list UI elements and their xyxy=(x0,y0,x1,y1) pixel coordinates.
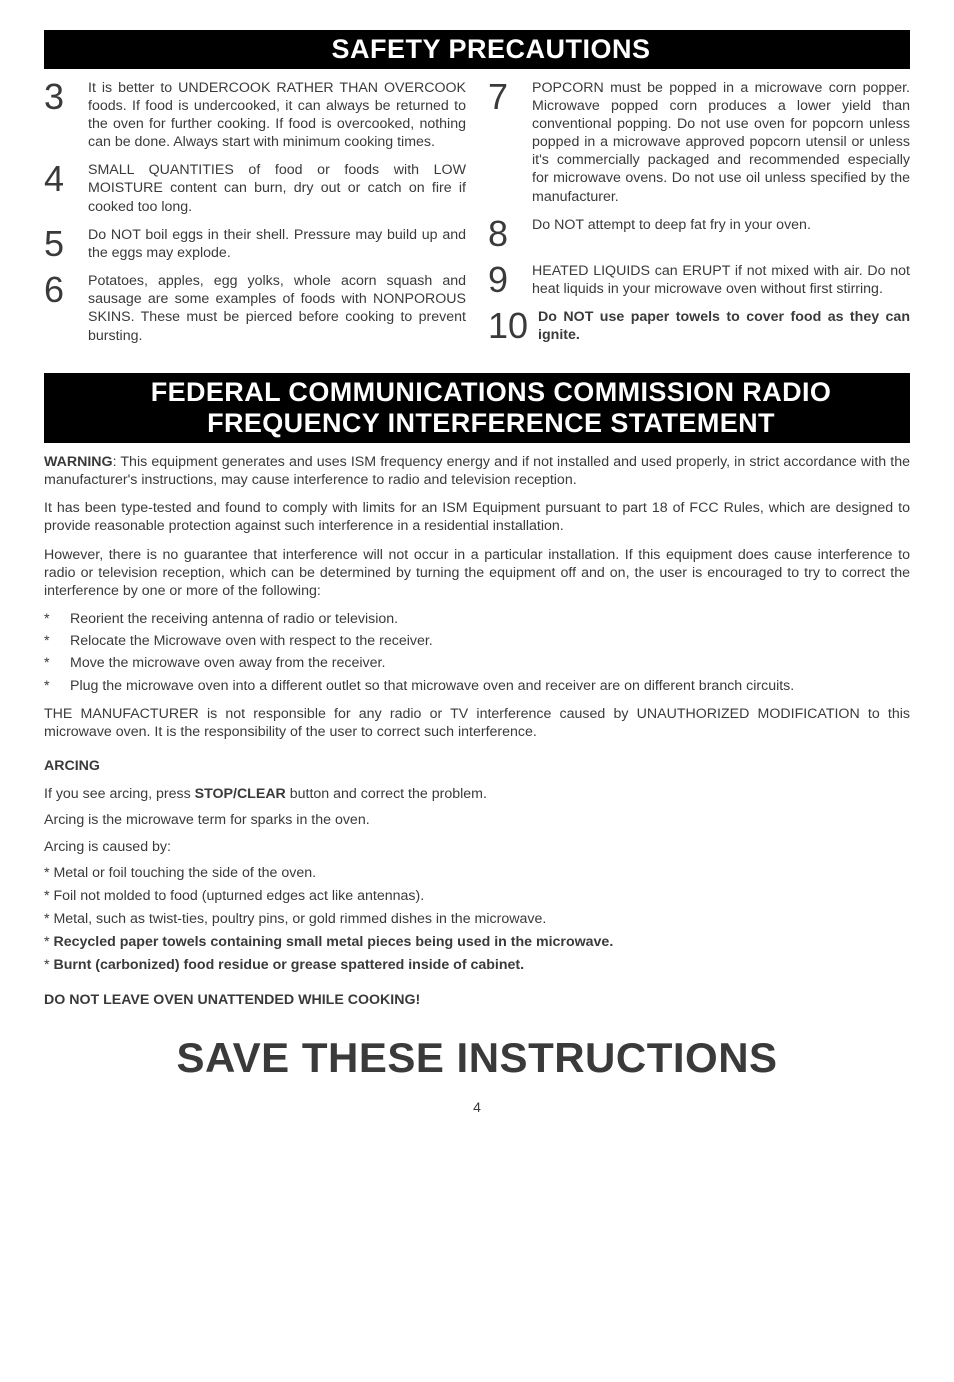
body-6: Potatoes, apples, egg yolks, whole acorn… xyxy=(88,272,466,345)
safety-columns: 3 It is better to UNDERCOOK RATHER THAN … xyxy=(44,79,910,355)
arcing-star-3: * Metal, such as twist-ties, poultry pin… xyxy=(44,910,910,928)
item-8: 8 Do NOT attempt to deep fat fry in your… xyxy=(488,216,910,252)
fcc-bullet-4-text: Plug the microwave oven into a different… xyxy=(70,677,794,695)
fcc-bullet-4: * Plug the microwave oven into a differen… xyxy=(44,677,910,695)
arcing-stars: * Metal or foil touching the side of the… xyxy=(44,864,910,975)
arcing-star-4: * Recycled paper towels containing small… xyxy=(44,933,910,951)
arcing-l3: Arcing is caused by: xyxy=(44,838,910,856)
fcc-bullets: * Reorient the receiving antenna of radio… xyxy=(44,610,910,695)
fcc-bullet-3-text: Move the microwave oven away from the re… xyxy=(70,654,385,672)
fcc-bullet-3: * Move the microwave oven away from the r… xyxy=(44,654,910,672)
num-3: 3 xyxy=(44,79,78,115)
arcing-star-4-bold: Recycled paper towels containing small m… xyxy=(53,934,613,950)
item-6: 6 Potatoes, apples, egg yolks, whole aco… xyxy=(44,272,466,345)
banner2-left-strip xyxy=(44,373,72,443)
arcing-star-2: * Foil not molded to food (upturned edge… xyxy=(44,887,910,905)
num-10: 10 xyxy=(488,308,528,344)
num-6: 6 xyxy=(44,272,78,308)
num-4: 4 xyxy=(44,161,78,197)
fcc-bullet-1-text: Reorient the receiving antenna of radio … xyxy=(70,610,398,628)
body-9: HEATED LIQUIDS can ERUPT if not mixed wi… xyxy=(532,262,910,298)
body-8: Do NOT attempt to deep fat fry in your o… xyxy=(532,216,910,234)
arcing-star-5: * Burnt (carbonized) food residue or gre… xyxy=(44,956,910,974)
fcc-bullet-1: * Reorient the receiving antenna of radio… xyxy=(44,610,910,628)
item-3: 3 It is better to UNDERCOOK RATHER THAN … xyxy=(44,79,466,152)
body-10: Do NOT use paper towels to cover food as… xyxy=(538,308,910,344)
fcc-banner-title: FEDERAL COMMUNICATIONS COMMISSION RADIO … xyxy=(72,373,910,443)
arcing-heading: ARCING xyxy=(44,757,910,775)
arcing-star-1: * Metal or foil touching the side of the… xyxy=(44,864,910,882)
body-3: It is better to UNDERCOOK RATHER THAN OV… xyxy=(88,79,466,152)
body-5: Do NOT boil eggs in their shell. Pressur… xyxy=(88,226,466,262)
item-9: 9 HEATED LIQUIDS can ERUPT if not mixed … xyxy=(488,262,910,298)
arcing-l1-pre: If you see arcing, press xyxy=(44,786,195,802)
fcc-warning-rest: : This equipment generates and uses ISM … xyxy=(44,454,910,488)
body-10-bold: Do NOT use paper towels to cover food as… xyxy=(538,309,910,343)
fcc-warning-label: WARNING xyxy=(44,454,113,470)
num-9: 9 xyxy=(488,262,522,298)
arcing-l2: Arcing is the microwave term for sparks … xyxy=(44,811,910,829)
fcc-banner-line2: FREQUENCY INTERFERENCE STATEMENT xyxy=(207,408,775,438)
star-icon: * xyxy=(44,654,54,672)
fcc-bullet-2-text: Relocate the Microwave oven with respect… xyxy=(70,632,433,650)
fcc-p2: It has been type-tested and found to com… xyxy=(44,499,910,535)
safety-banner: SAFETY PRECAUTIONS xyxy=(44,30,910,69)
arcing-star-5-bold: Burnt (carbonized) food residue or greas… xyxy=(53,957,524,973)
banner-left-strip xyxy=(44,30,72,69)
save-instructions: SAVE THESE INSTRUCTIONS xyxy=(44,1031,910,1085)
right-column: 7 POPCORN must be popped in a microwave … xyxy=(488,79,910,355)
star-icon: * xyxy=(44,677,54,695)
item-4: 4 SMALL QUANTITIES of food or foods with… xyxy=(44,161,466,216)
fcc-warning: WARNING: This equipment generates and us… xyxy=(44,453,910,489)
num-5: 5 xyxy=(44,226,78,262)
item-5: 5 Do NOT boil eggs in their shell. Press… xyxy=(44,226,466,262)
item-10: 10 Do NOT use paper towels to cover food… xyxy=(488,308,910,344)
body-4: SMALL QUANTITIES of food or foods with L… xyxy=(88,161,466,216)
star-icon: * xyxy=(44,610,54,628)
num-8: 8 xyxy=(488,216,522,252)
arcing-l1-bold: STOP/CLEAR xyxy=(195,786,286,802)
fcc-p4: THE MANUFACTURER is not responsible for … xyxy=(44,705,910,741)
item-7: 7 POPCORN must be popped in a microwave … xyxy=(488,79,910,206)
left-column: 3 It is better to UNDERCOOK RATHER THAN … xyxy=(44,79,466,355)
star-icon: * xyxy=(44,632,54,650)
arcing-l1-post: button and correct the problem. xyxy=(286,786,487,802)
fcc-banner-line1: FEDERAL COMMUNICATIONS COMMISSION RADIO xyxy=(151,377,832,407)
body-7: POPCORN must be popped in a microwave co… xyxy=(532,79,910,206)
safety-banner-title: SAFETY PRECAUTIONS xyxy=(72,30,910,69)
fcc-banner: FEDERAL COMMUNICATIONS COMMISSION RADIO … xyxy=(44,373,910,443)
fcc-p3: However, there is no guarantee that inte… xyxy=(44,546,910,601)
num-7: 7 xyxy=(488,79,522,115)
do-not-leave: DO NOT LEAVE OVEN UNATTENDED WHILE COOKI… xyxy=(44,991,910,1009)
arcing-l1: If you see arcing, press STOP/CLEAR butt… xyxy=(44,785,910,803)
fcc-bullet-2: * Relocate the Microwave oven with respec… xyxy=(44,632,910,650)
page-number: 4 xyxy=(44,1099,910,1117)
